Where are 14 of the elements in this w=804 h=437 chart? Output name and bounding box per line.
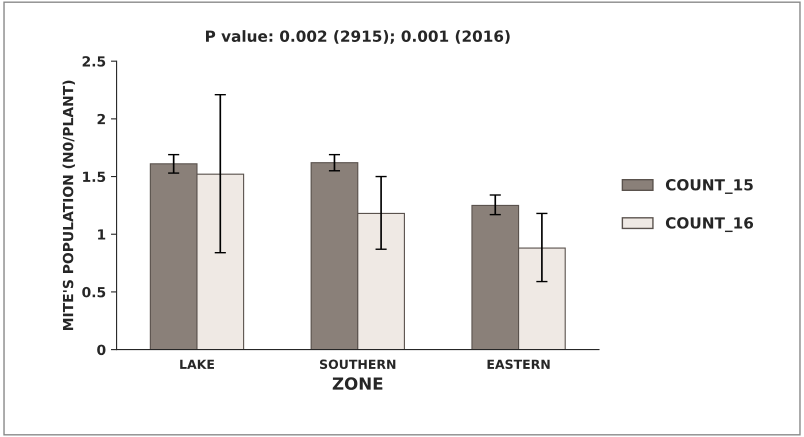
chart-title: P value: 0.002 (2915); 0.001 (2016) <box>206 30 510 44</box>
y-tick-label: 2.5 <box>82 56 106 67</box>
x-tick-label: EASTERN <box>488 360 550 369</box>
legend-label: COUNT_16 <box>666 217 754 232</box>
y-tick-label: 2 <box>98 114 105 124</box>
x-tick-label: SOUTHERN <box>320 360 396 369</box>
y-tick-label: 1 <box>98 229 106 240</box>
y-tick-label: 0.5 <box>82 286 106 298</box>
y-tick-label: 1.5 <box>83 172 106 182</box>
legend-label: COUNT_15 <box>666 178 753 194</box>
x-tick-label: LAKE <box>180 360 214 369</box>
y-axis-title: MITE'S POPULATION (N0/PLANT) <box>62 80 75 330</box>
x-axis-title: ZONE <box>332 377 382 390</box>
y-tick-label: 0 <box>97 344 106 356</box>
